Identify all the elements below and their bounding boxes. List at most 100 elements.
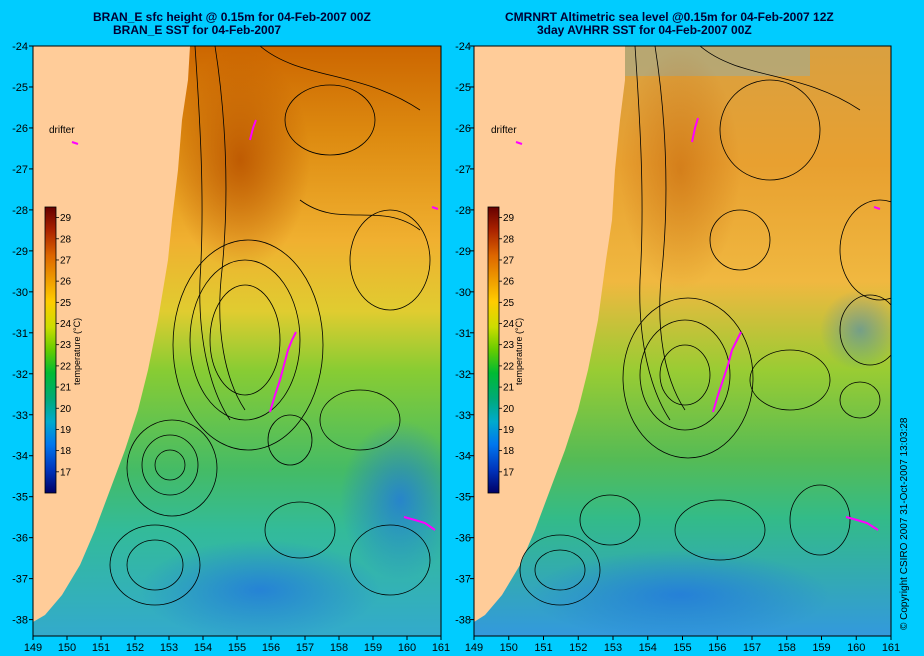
left-y-tick-label: -36: [12, 533, 28, 545]
right-y-tick-label: -27: [455, 164, 471, 176]
right-colorbar-tick-label: 23: [503, 340, 515, 351]
right-y-tick-label: -24: [455, 41, 471, 53]
right-colorbar-tick-label: 24: [503, 319, 515, 330]
right-x-tick-label: 150: [500, 642, 518, 654]
right-land: [474, 46, 625, 622]
left-y-tick-label: -35: [12, 492, 28, 504]
left-x-tick-label: 158: [330, 642, 348, 654]
left-x-tick-label: 149: [24, 642, 42, 654]
left-x-tick-label: 152: [126, 642, 144, 654]
left-x-tick-label: 153: [160, 642, 178, 654]
right-map-panel: drifter: [474, 46, 891, 636]
left-title-line1: BRAN_E sfc height @ 0.15m for 04-Feb-200…: [93, 10, 371, 24]
right-title-line2: 3day AVHRR SST for 04-Feb-2007 00Z: [537, 23, 752, 37]
left-colorbar-tick-label: 17: [60, 467, 72, 478]
right-y-tick-label: -35: [455, 492, 471, 504]
left-colorbar-tick-label: 20: [60, 404, 72, 415]
right-x-tick-label: 151: [534, 642, 552, 654]
right-x-tick-label: 152: [569, 642, 587, 654]
left-x-tick-label: 159: [364, 642, 382, 654]
left-y-tick-label: -27: [12, 164, 28, 176]
left-y-tick-label: -30: [12, 287, 28, 299]
right-colorbar-tick-label: 20: [503, 404, 515, 415]
right-x-tick-label: 153: [604, 642, 622, 654]
right-drifter-label: drifter: [491, 125, 517, 136]
axes-layer: 149 150 151 152 153 154 155 156 157 158 159 160 161 -…: [12, 41, 900, 654]
right-colorbar: [487, 206, 500, 494]
right-x-tick-label: 159: [812, 642, 830, 654]
copyright-text: © Copyright CSIRO 2007 31-Oct-2007 13:03…: [899, 417, 910, 630]
left-map-panel: drifter: [33, 46, 441, 636]
left-colorbar-tick-label: 24: [60, 319, 72, 330]
left-y-tick-label: -25: [12, 82, 28, 94]
right-colorbar-tick-label: 26: [503, 277, 515, 288]
right-colorbar-tick-label: 21: [503, 383, 515, 394]
right-x-tick-label: 149: [465, 642, 483, 654]
right-y-tick-label: -28: [455, 205, 471, 217]
right-y-tick-label: -38: [455, 615, 471, 627]
left-x-tick-label: 160: [398, 642, 416, 654]
left-colorbar-tick-label: 25: [60, 298, 72, 309]
right-y-tick-label: -31: [455, 328, 471, 340]
right-drifter-tracks: [515, 117, 881, 531]
right-cool-patch-2: [820, 290, 891, 370]
left-colorbar-tick-label: 26: [60, 277, 72, 288]
right-colorbar-tick-label: 25: [503, 298, 515, 309]
right-colorbar-tick-label: 29: [503, 213, 515, 224]
left-y-tick-label: -32: [12, 369, 28, 381]
left-x-tick-label: 151: [92, 642, 110, 654]
left-colorbar-tick-label: 21: [60, 383, 72, 394]
left-contours: [109, 46, 431, 606]
left-drifter-label: drifter: [49, 125, 75, 136]
left-y-tick-label: -37: [12, 574, 28, 586]
right-contours: [519, 46, 891, 606]
right-warm-current: [620, 50, 740, 290]
right-colorbar-tick-label: 22: [503, 361, 515, 372]
right-y-tick-label: -37: [455, 574, 471, 586]
right-colorbar-title: temperature (°C): [514, 318, 524, 385]
left-y-tick-label: -33: [12, 410, 28, 422]
right-colorbar-tick-label: 17: [503, 467, 515, 478]
left-cool-patch: [140, 540, 380, 636]
left-colorbar-tick-label: 22: [60, 361, 72, 372]
left-colorbar: [44, 206, 57, 494]
right-x-tick-label: 160: [847, 642, 865, 654]
right-colorbar-tick-label: 18: [503, 446, 515, 457]
left-y-tick-label: -24: [12, 41, 28, 53]
left-y-tick-label: -38: [12, 615, 28, 627]
right-x-tick-label: 155: [673, 642, 691, 654]
left-title-line2: BRAN_E SST for 04-Feb-2007: [113, 23, 282, 37]
left-y-tick-label: -29: [12, 246, 28, 258]
left-drifter-tracks: [71, 119, 439, 531]
left-colorbar-title: temperature (°C): [72, 318, 82, 385]
right-cool-patch: [530, 550, 830, 636]
left-y-tick-label: -28: [12, 205, 28, 217]
right-y-tick-label: -29: [455, 246, 471, 258]
left-x-tick-label: 161: [432, 642, 450, 654]
left-y-tick-label: -34: [12, 451, 28, 463]
right-y-tick-label: -26: [455, 123, 471, 135]
left-land: [33, 46, 190, 622]
left-colorbar-tick-label: 27: [60, 255, 72, 266]
right-y-tick-label: -33: [455, 410, 471, 422]
right-colorbar-tick-label: 27: [503, 255, 515, 266]
right-y-tick-label: -30: [455, 287, 471, 299]
left-colorbar-tick-label: 28: [60, 234, 72, 245]
left-x-tick-label: 154: [194, 642, 212, 654]
left-colorbar-tick-label: 29: [60, 213, 72, 224]
right-title-line1: CMRNRT Altimetric sea level @0.15m for 0…: [505, 10, 834, 24]
left-x-tick-label: 156: [262, 642, 280, 654]
left-y-tick-label: -31: [12, 328, 28, 340]
left-x-tick-label: 150: [58, 642, 76, 654]
left-colorbar-tick-label: 23: [60, 340, 72, 351]
left-x-tick-label: 157: [296, 642, 314, 654]
right-colorbar-tick-label: 19: [503, 425, 515, 436]
right-y-tick-label: -25: [455, 82, 471, 94]
right-x-tick-label: 154: [639, 642, 657, 654]
left-colorbar-tick-label: 19: [60, 425, 72, 436]
right-y-tick-label: -34: [455, 451, 471, 463]
left-colorbar-tick-label: 18: [60, 446, 72, 457]
left-cool-patch-2: [340, 420, 441, 580]
right-x-tick-label: 157: [743, 642, 761, 654]
